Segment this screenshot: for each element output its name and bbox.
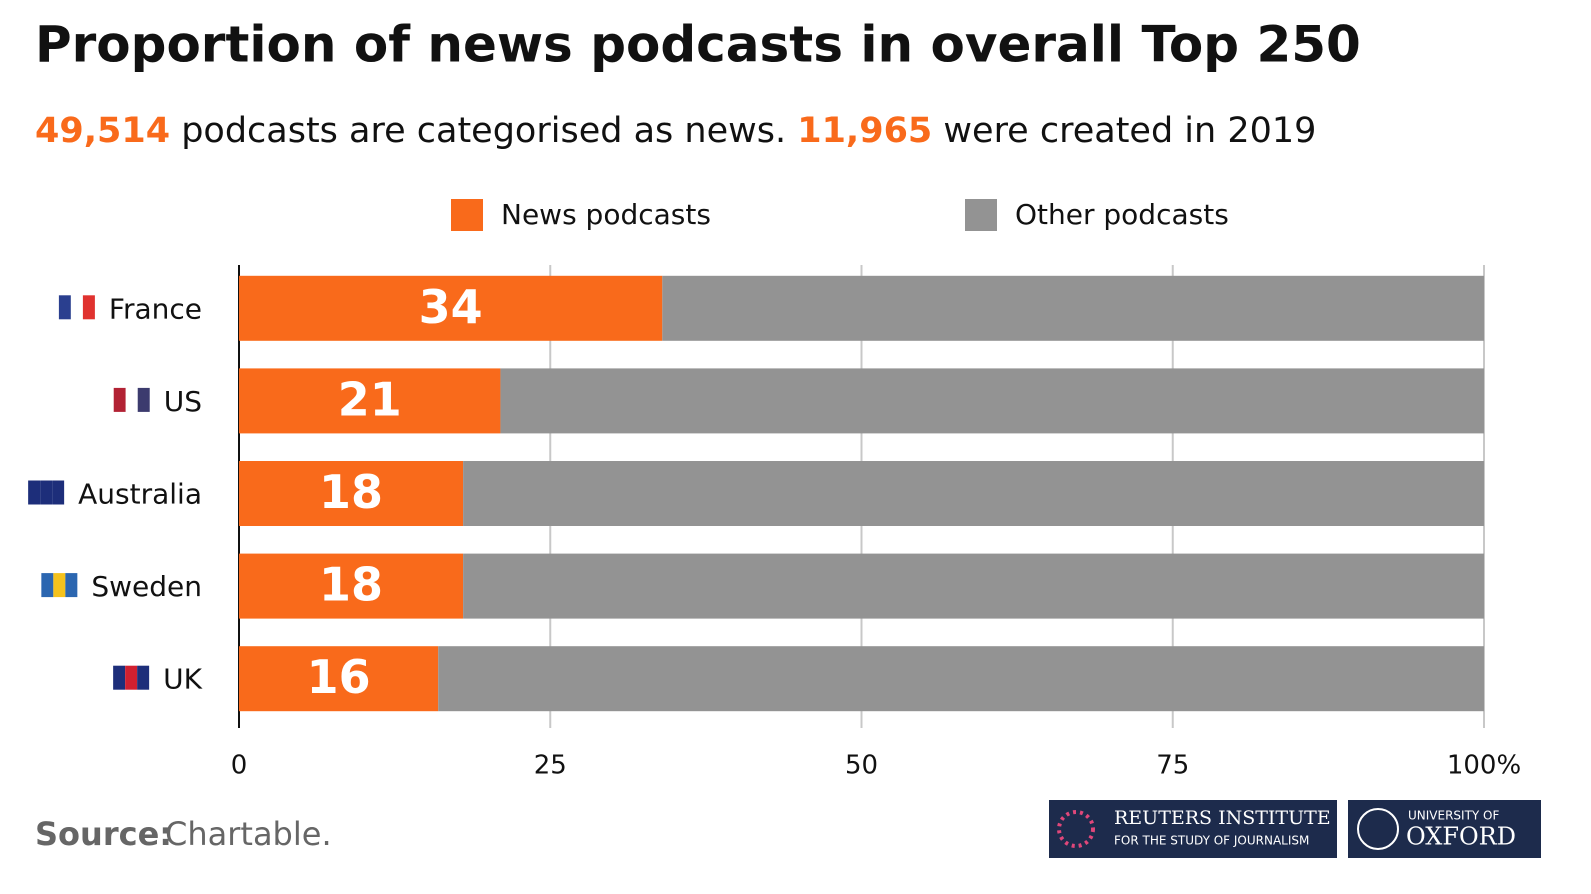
flag: [58, 295, 71, 320]
logo-text: UNIVERSITY OF: [1408, 809, 1500, 823]
x-tick-label: 75: [1156, 751, 1189, 781]
flag: [40, 480, 53, 505]
bar-segment: [239, 553, 464, 619]
flag: [65, 573, 78, 598]
legend-label: Other podcasts: [1015, 198, 1229, 231]
logo-mark: [1357, 808, 1399, 850]
logo-box: [1049, 800, 1337, 858]
flag: [28, 480, 41, 505]
source: Chartable.: [165, 815, 332, 853]
logo-text: FOR THE STUDY OF JOURNALISM: [1114, 834, 1309, 848]
flag: [137, 665, 150, 690]
chart-title: Proportion of news podcasts in overall T…: [35, 16, 1361, 74]
y-tick-label: Sweden: [91, 570, 202, 603]
flag: [125, 387, 138, 412]
subtitle-part: podcasts are categorised as news.: [170, 111, 797, 151]
subtitle-part: 11,965: [797, 111, 932, 151]
flag: [125, 665, 138, 690]
logo-mark: [1057, 810, 1095, 848]
flag: [52, 480, 65, 505]
bar-segment: [239, 461, 464, 526]
bar-segment: [500, 368, 1484, 434]
x-tick-label: 100%: [1447, 751, 1521, 781]
flag: [53, 573, 66, 598]
legend-swatch: [451, 199, 483, 231]
bar-segment: [239, 368, 501, 434]
y-tick-label: Australia: [78, 478, 202, 511]
flag: [113, 665, 126, 690]
logo-text: REUTERS INSTITUTE: [1114, 807, 1331, 829]
subtitle: 49,514 podcasts are categorised as news.…: [35, 111, 1316, 151]
subtitle-part: were created in 2019: [932, 111, 1316, 151]
y-tick-label: UK: [163, 663, 202, 696]
flag: [137, 387, 150, 412]
x-tick-label: 50: [845, 751, 878, 781]
bar-segment: [662, 275, 1484, 341]
value-label: 18: [319, 558, 383, 612]
bar-segment: [239, 275, 663, 341]
source-label: Source:: [35, 815, 172, 853]
bar-segment: [463, 461, 1485, 526]
flag: [82, 295, 95, 320]
flag: [70, 295, 83, 320]
logo-text: OXFORD: [1406, 823, 1516, 851]
y-tick-label: US: [164, 385, 202, 418]
legend-label: News podcasts: [501, 198, 711, 231]
value-label: 18: [319, 465, 383, 519]
value-label: 21: [338, 372, 402, 426]
subtitle-part: 49,514: [35, 111, 170, 151]
value-label: 34: [419, 280, 483, 334]
legend-swatch: [965, 199, 997, 231]
y-tick-label: France: [109, 292, 202, 325]
x-tick-label: 25: [534, 751, 567, 781]
bar-segment: [463, 553, 1485, 619]
flag: [113, 387, 126, 412]
x-tick-label: 0: [231, 751, 248, 781]
value-label: 16: [307, 650, 371, 704]
bar-segment: [239, 646, 439, 712]
bar-segment: [438, 646, 1485, 712]
flag: [41, 573, 54, 598]
